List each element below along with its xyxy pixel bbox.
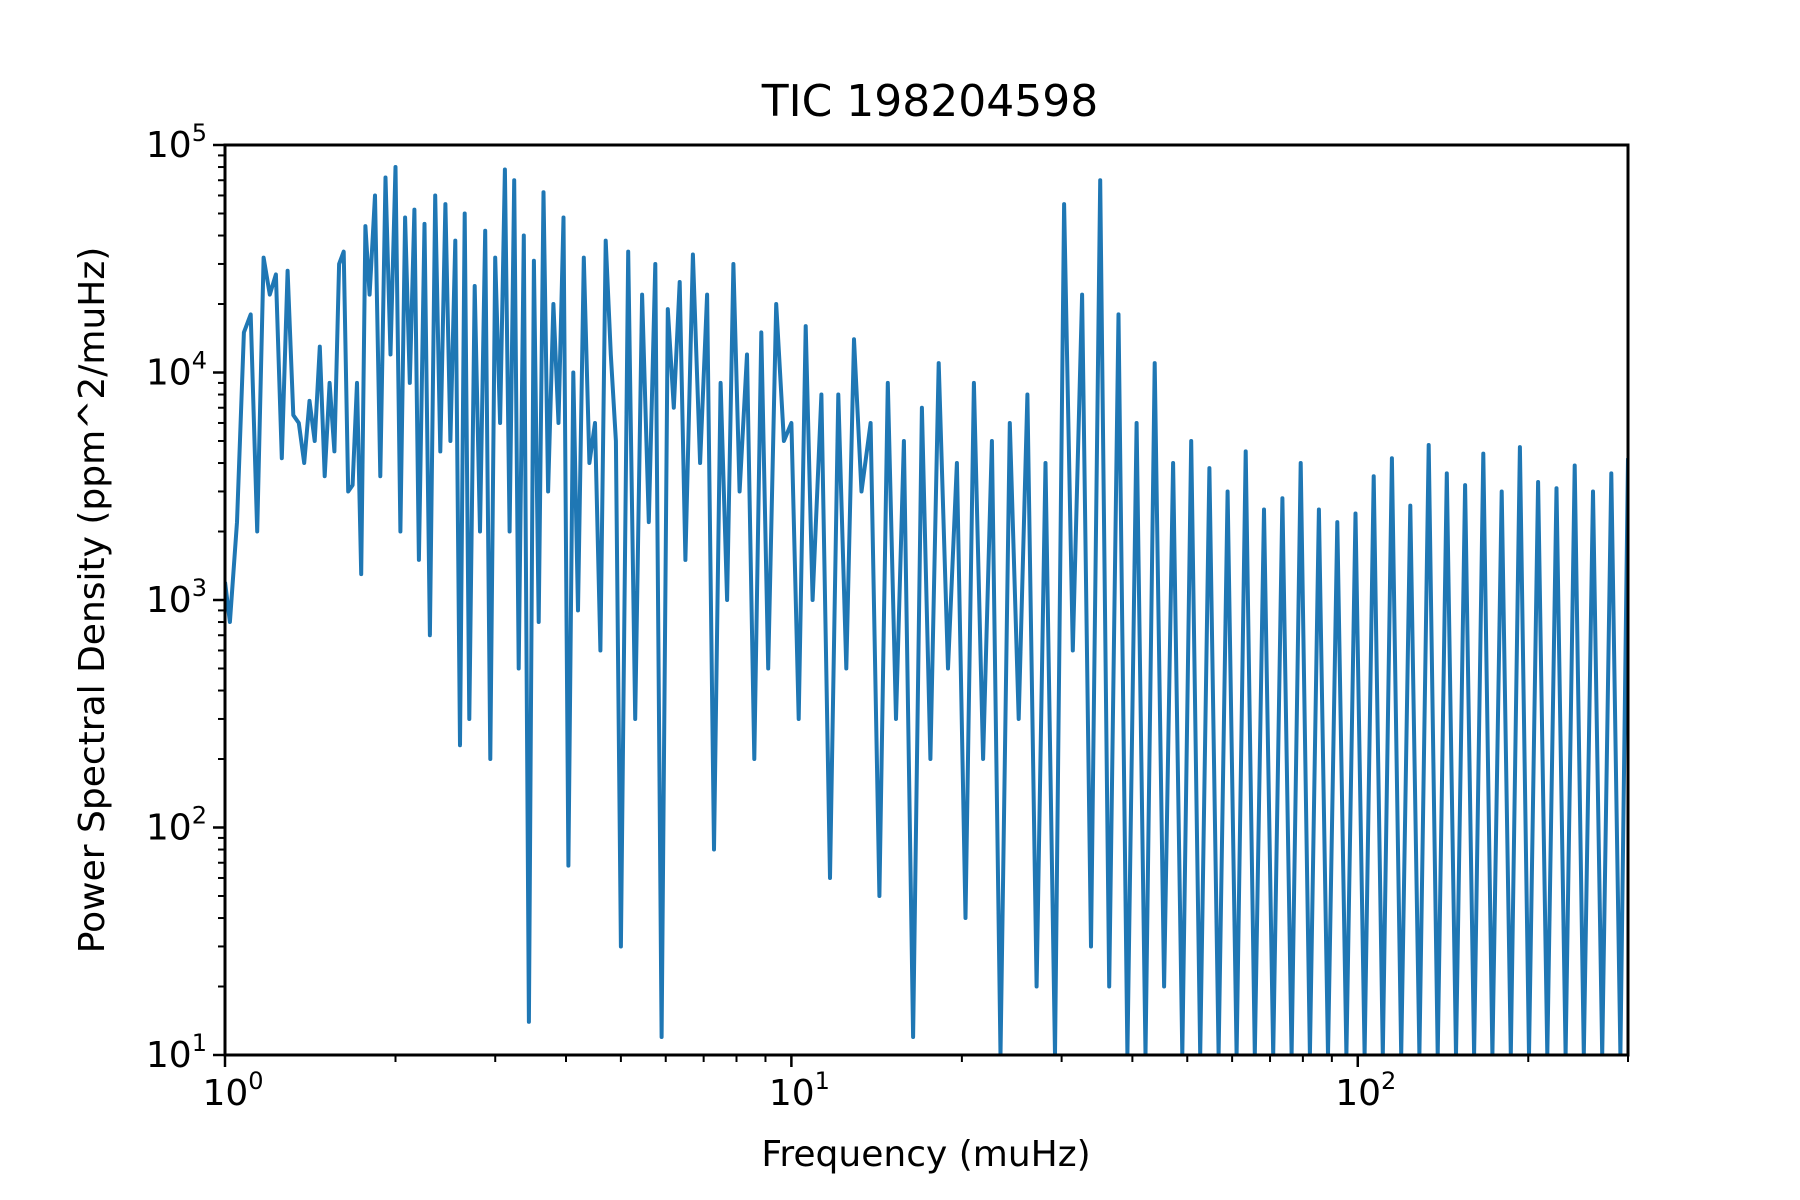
- y-tick-label-1: 102: [146, 802, 207, 849]
- chart-title: TIC 198204598: [761, 76, 1099, 127]
- x-axis-label: Frequency (muHz): [761, 1134, 1090, 1175]
- y-axis-label: Power Spectral Density (ppm^2/muHz): [72, 247, 113, 954]
- x-tick-label-0: 100: [202, 1067, 263, 1114]
- series-layer: [225, 165, 1628, 1055]
- series-line-0: [225, 165, 1628, 1055]
- x-tick-label-1: 101: [769, 1067, 830, 1114]
- plot-frame: [223, 143, 1630, 1057]
- x-tick-label-2: 102: [1335, 1067, 1396, 1114]
- y-tick-label-2: 103: [146, 574, 207, 621]
- y-tick-label-3: 104: [146, 347, 207, 394]
- y-tick-label-0: 101: [146, 1029, 207, 1076]
- y-tick-label-4: 105: [146, 119, 207, 166]
